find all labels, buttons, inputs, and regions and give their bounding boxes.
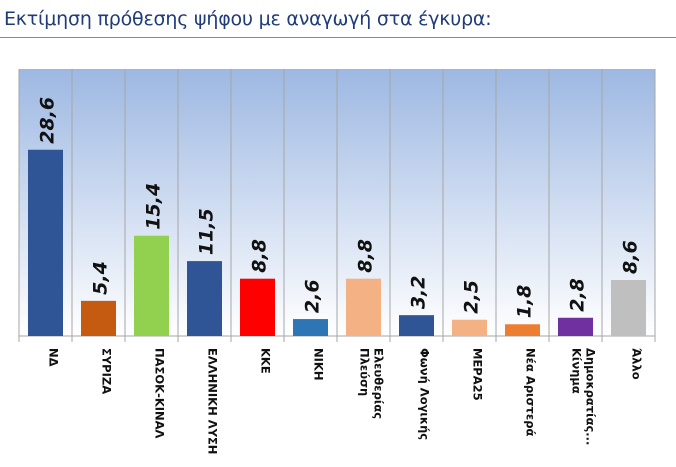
category-label: ΠΑΣΟΚ-ΚΙΝΑΛ xyxy=(153,348,167,439)
bar xyxy=(134,235,169,336)
page-title: Εκτίμηση πρόθεσης ψήφου με αναγωγή στα έ… xyxy=(4,8,492,30)
data-label: 8,6 xyxy=(620,240,642,274)
category-label: ΜΕΡΑ25 xyxy=(471,348,485,401)
bar xyxy=(81,300,116,336)
bar xyxy=(346,278,381,336)
data-label: 5,4 xyxy=(90,261,112,295)
data-label: 28,6 xyxy=(37,97,59,144)
data-label: 8,8 xyxy=(249,239,271,273)
category-label: ΚίνημαΔημοκρατίας... xyxy=(570,348,598,445)
bar xyxy=(505,324,540,336)
bar xyxy=(28,149,63,336)
data-label: 8,8 xyxy=(355,239,377,273)
category-label: ΕΛΛΗΝΙΚΗ ΛΥΣΗ xyxy=(206,348,220,454)
data-label: 3,2 xyxy=(408,275,430,309)
data-label: 15,4 xyxy=(143,183,165,230)
data-label: 2,6 xyxy=(302,279,324,313)
data-label: 2,8 xyxy=(567,278,589,312)
category-label: Νέα Αριστερά xyxy=(524,348,538,436)
category-label: ΝΙΚΗ xyxy=(312,348,326,380)
bar xyxy=(399,315,434,336)
data-label: 2,5 xyxy=(461,280,483,314)
title-divider xyxy=(0,37,676,38)
bar xyxy=(240,278,275,336)
category-label: ΠλεύσηΕλευθερίας xyxy=(358,348,386,419)
category-label: ΣΥΡΙΖΑ xyxy=(100,348,114,394)
bar xyxy=(293,319,328,336)
bar xyxy=(452,319,487,336)
data-label: 1,8 xyxy=(514,285,536,319)
bar xyxy=(187,261,222,336)
category-label: Φωνή Λογικής xyxy=(418,348,432,440)
category-label: ΚΚΕ xyxy=(259,348,273,374)
data-label: 11,5 xyxy=(196,208,218,255)
category-label: Άλλο xyxy=(630,348,644,380)
bar xyxy=(611,279,646,336)
bar xyxy=(558,317,593,336)
category-label: ΝΔ xyxy=(47,348,61,367)
